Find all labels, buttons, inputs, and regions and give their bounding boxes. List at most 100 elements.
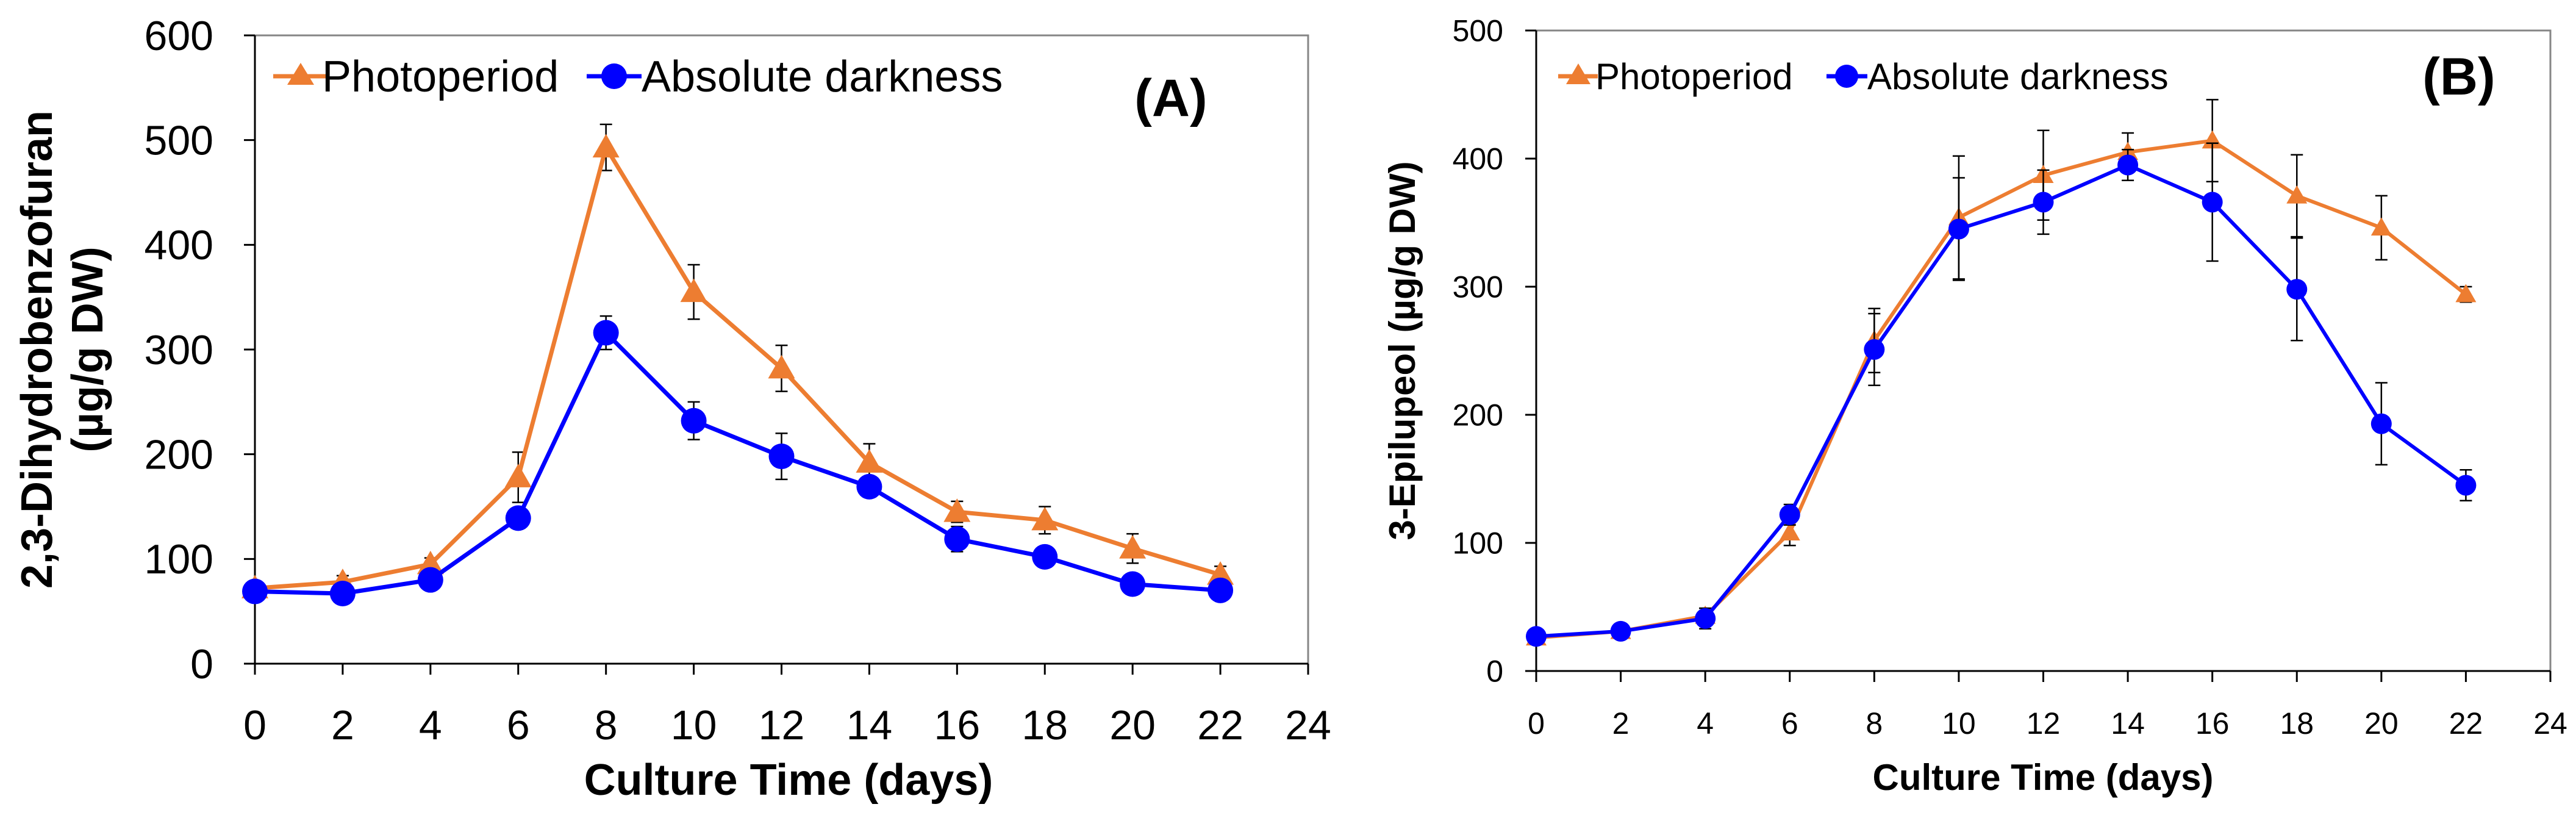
panel-b-x-tick-label: 22 bbox=[2449, 706, 2483, 741]
data-point-circle bbox=[2117, 154, 2139, 176]
panel-a-x-tick-label: 8 bbox=[595, 702, 618, 748]
panel-a-x-tick-label: 20 bbox=[1109, 702, 1156, 748]
panel-b-legend-photoperiod-label: Photoperiod bbox=[1595, 56, 1793, 97]
data-point-circle bbox=[681, 407, 707, 434]
panel-a: (A) Culture Time (days) 2,3-Dihydrobenzo… bbox=[13, 34, 1309, 805]
data-point-triangle bbox=[2286, 185, 2308, 204]
data-point-triangle bbox=[1031, 506, 1059, 531]
data-point-circle bbox=[505, 505, 531, 531]
data-point-circle bbox=[1610, 620, 1631, 642]
panel-b-x-tick-label: 4 bbox=[1697, 706, 1714, 741]
panel-b-x-tick-label: 18 bbox=[2280, 706, 2314, 741]
panel-b-plot-area bbox=[1535, 29, 2552, 672]
data-point-circle bbox=[856, 473, 882, 500]
panel-a-legend-photoperiod-label: Photoperiod bbox=[322, 52, 559, 101]
data-point-circle bbox=[1526, 626, 1547, 647]
panel-b-x-axis-title: Culture Time (days) bbox=[1872, 757, 2213, 798]
data-point-triangle bbox=[680, 278, 707, 303]
panel-b-y-tick-label: 200 bbox=[1453, 398, 1503, 432]
data-point-triangle bbox=[1779, 522, 1800, 540]
panel-b-x-tick-label: 2 bbox=[1612, 706, 1630, 741]
panel-a-x-tick-label: 4 bbox=[419, 702, 442, 748]
series-line bbox=[254, 145, 1222, 590]
panel-a-x-tick-label: 18 bbox=[1021, 702, 1068, 748]
panel-a-x-tick-label: 6 bbox=[507, 702, 530, 748]
data-point-circle bbox=[1948, 218, 1969, 240]
panel-b-x-tick-label: 8 bbox=[1866, 706, 1883, 741]
panel-b-x-tick-label: 24 bbox=[2533, 706, 2567, 741]
data-point-triangle bbox=[1207, 561, 1234, 585]
panel-a-y-tick-label: 400 bbox=[145, 222, 213, 268]
panel-b-x-tick-label: 14 bbox=[2111, 706, 2145, 741]
data-point-triangle bbox=[504, 464, 532, 487]
panel-b-x-tick-label: 10 bbox=[1942, 706, 1976, 741]
panel-b-legend: Photoperiod Absolute darkness bbox=[1558, 56, 2169, 97]
panel-b-x-tick-label: 20 bbox=[2364, 706, 2399, 741]
panel-b-x-tick-label: 12 bbox=[2027, 706, 2061, 741]
panel-a-x-tick-label: 0 bbox=[243, 702, 267, 748]
panel-b-y-tick-label: 300 bbox=[1453, 270, 1503, 304]
data-point-circle bbox=[944, 526, 970, 552]
panel-b-legend-circle-icon bbox=[1835, 65, 1858, 88]
data-point-circle bbox=[768, 443, 795, 470]
data-point-triangle bbox=[2455, 284, 2477, 303]
data-point-triangle bbox=[417, 550, 444, 575]
data-point-circle bbox=[2033, 192, 2054, 213]
panel-a-y-axis-title-line2: (µg/g DW) bbox=[63, 246, 112, 452]
panel-b-x-tick-label: 0 bbox=[1528, 706, 1545, 741]
data-point-circle bbox=[2455, 475, 2477, 496]
panel-b-x-tick-label: 16 bbox=[2195, 706, 2230, 741]
data-point-circle bbox=[2286, 279, 2308, 300]
data-point-circle bbox=[1695, 608, 1716, 629]
panel-a-y-axis-title-line1: 2,3-Dihydrobenzofuran bbox=[13, 110, 62, 589]
panel-b-y-tick-label: 100 bbox=[1453, 526, 1503, 561]
panel-a-x-tick-label: 12 bbox=[759, 702, 805, 748]
panel-a-x-tick-label: 2 bbox=[331, 702, 354, 748]
panel-a-legend-darkness-label: Absolute darkness bbox=[642, 52, 1003, 101]
data-point-circle bbox=[417, 567, 443, 593]
data-point-circle bbox=[593, 320, 619, 346]
data-point-triangle bbox=[943, 498, 971, 522]
panel-b-series-absolute-darkness bbox=[1526, 142, 2477, 647]
data-point-circle bbox=[1864, 339, 1885, 360]
panel-a-x-axis-title: Culture Time (days) bbox=[584, 756, 993, 805]
chart-marks: 0 2 4 6 8 10 12 14 16 18 20 22 240100200300400500600… bbox=[145, 13, 2567, 748]
data-point-circle bbox=[329, 580, 356, 606]
data-point-circle bbox=[1120, 571, 1146, 597]
data-point-triangle bbox=[856, 449, 883, 473]
panel-a-y-tick-label: 600 bbox=[145, 13, 213, 59]
data-point-circle bbox=[2370, 413, 2392, 434]
series-line bbox=[254, 331, 1221, 596]
series-line bbox=[1536, 163, 2467, 639]
panel-b: (B) Culture Time (days) 3-Epilupeol (µg/… bbox=[1382, 29, 2552, 798]
panel-a-y-tick-label: 0 bbox=[190, 641, 213, 687]
panel-b-legend-triangle-icon bbox=[1566, 63, 1590, 84]
panel-a-x-tick-label: 22 bbox=[1197, 702, 1243, 748]
panel-a-y-tick-label: 500 bbox=[145, 117, 213, 163]
data-point-circle bbox=[242, 578, 268, 605]
panel-b-x-tick-label: 6 bbox=[1781, 706, 1798, 741]
panel-a-label: (A) bbox=[1134, 69, 1207, 127]
panel-a-x-tick-label: 24 bbox=[1285, 702, 1331, 748]
panel-b-y-tick-label: 500 bbox=[1453, 14, 1503, 48]
panel-a-series-absolute-darkness bbox=[242, 315, 1234, 606]
data-point-circle bbox=[1208, 577, 1234, 603]
panel-b-y-tick-label: 400 bbox=[1453, 142, 1503, 176]
data-point-triangle bbox=[1119, 535, 1147, 559]
panel-a-y-tick-label: 200 bbox=[145, 431, 213, 478]
panel-a-x-tick-label: 10 bbox=[671, 702, 717, 748]
data-point-circle bbox=[2202, 192, 2223, 213]
panel-a-y-tick-label: 100 bbox=[145, 536, 213, 583]
panel-a-legend-triangle-icon bbox=[287, 63, 314, 85]
data-point-circle bbox=[1032, 544, 1058, 570]
panel-a-series-photoperiod bbox=[242, 123, 1234, 598]
data-point-triangle bbox=[768, 354, 795, 379]
panel-b-series-photoperiod bbox=[1526, 99, 2477, 646]
panel-a-legend: Photoperiod Absolute darkness bbox=[273, 52, 1003, 101]
panel-b-legend-darkness-label: Absolute darkness bbox=[1867, 56, 2169, 97]
data-point-triangle bbox=[2370, 217, 2392, 236]
